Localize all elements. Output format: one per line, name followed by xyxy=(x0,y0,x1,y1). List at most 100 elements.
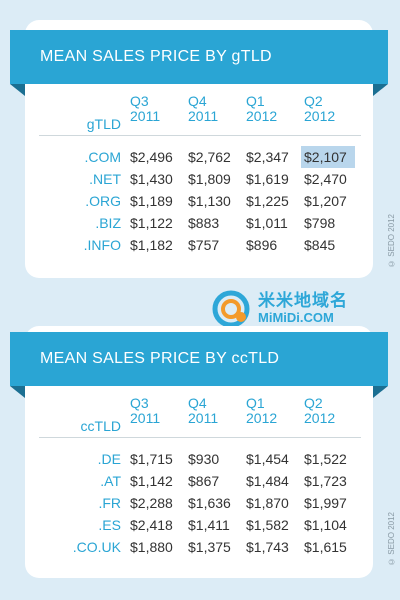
cctld-card-title: MEAN SALES PRICE BY ccTLD xyxy=(10,332,388,386)
price-cell: $1,522 xyxy=(304,451,347,467)
price-cell: $2,288 xyxy=(130,495,173,511)
price-cell: $1,122 xyxy=(130,215,173,231)
column-header-quarter: Q2 2012 xyxy=(301,396,359,437)
price-cell: $930 xyxy=(188,451,220,467)
tld-label: .ORG xyxy=(85,193,121,209)
price-cell: $757 xyxy=(188,237,220,253)
price-cell: $798 xyxy=(304,215,336,231)
quarter-year: 2011 xyxy=(188,410,219,426)
price-cell: $1,142 xyxy=(130,473,173,489)
gtld-card-title: MEAN SALES PRICE BY gTLD xyxy=(10,30,388,84)
table-row: .CO.UK $1,880 $1,375 $1,743 $1,615 xyxy=(39,536,361,558)
table-row: .ORG $1,189 $1,130 $1,225 $1,207 xyxy=(39,190,361,212)
table-row: .BIZ $1,122 $883 $1,011 $798 xyxy=(39,212,361,234)
price-cell: $1,809 xyxy=(188,171,231,187)
watermark-chinese-text: 米米地域名 xyxy=(258,291,348,310)
ribbon-fold-right xyxy=(373,386,388,398)
table-row: .INFO $1,182 $757 $896 $845 xyxy=(39,234,361,256)
quarter-year: 2012 xyxy=(304,108,336,124)
price-cell: $883 xyxy=(188,215,220,231)
price-cell: $2,347 xyxy=(246,149,289,165)
price-cell: $867 xyxy=(188,473,220,489)
quarter-year: 2011 xyxy=(130,108,161,124)
cctld-price-card: MEAN SALES PRICE BY ccTLD ccTLD Q3 2011 Q… xyxy=(10,326,388,578)
price-cell: $2,418 xyxy=(130,517,173,533)
price-cell: $2,470 xyxy=(304,171,347,187)
price-cell: $1,130 xyxy=(188,193,231,209)
column-header-quarter: Q1 2012 xyxy=(243,94,301,135)
gtld-price-card: MEAN SALES PRICE BY gTLD gTLD Q3 2011 Q4 2… xyxy=(10,20,388,278)
ribbon-fold-left xyxy=(10,84,25,96)
gtld-price-table: gTLD Q3 2011 Q4 2011 Q1 2012 Q2 2012 .COM $2… xyxy=(39,94,361,256)
site-watermark: 米米地域名 MiMiDi.COM xyxy=(212,290,348,328)
tld-label: .DE xyxy=(97,451,121,467)
price-cell: $1,880 xyxy=(130,539,173,555)
tld-label: .ES xyxy=(98,517,121,533)
price-cell-selected[interactable]: $2,107 xyxy=(301,146,355,168)
price-cell: $1,619 xyxy=(246,171,289,187)
column-header-quarter: Q1 2012 xyxy=(243,396,301,437)
price-cell: $1,430 xyxy=(130,171,173,187)
price-cell: $845 xyxy=(304,237,336,253)
price-cell: $1,715 xyxy=(130,451,173,467)
column-header-gtld: gTLD xyxy=(86,116,121,132)
column-header-quarter: Q3 2011 xyxy=(127,94,185,135)
price-cell: $1,225 xyxy=(246,193,289,209)
price-cell: $2,496 xyxy=(130,149,173,165)
price-cell: $1,997 xyxy=(304,495,347,511)
mimidi-logo-icon xyxy=(212,290,250,328)
price-cell: $1,615 xyxy=(304,539,347,555)
tld-label: .COM xyxy=(84,149,121,165)
cctld-price-table: ccTLD Q3 2011 Q4 2011 Q1 2012 Q2 2012 .DE $1… xyxy=(39,396,361,558)
quarter-label: Q4 xyxy=(188,395,207,411)
ribbon-fold-left xyxy=(10,386,25,398)
table-row: .FR $2,288 $1,636 $1,870 $1,997 xyxy=(39,492,361,514)
price-cell: $1,582 xyxy=(246,517,289,533)
price-cell: $1,723 xyxy=(304,473,347,489)
price-cell: $1,636 xyxy=(188,495,231,511)
tld-label: .BIZ xyxy=(95,215,121,231)
ribbon-fold-right xyxy=(373,84,388,96)
table-row: .COM $2,496 $2,762 $2,347 $2,107 xyxy=(39,146,361,168)
quarter-label: Q2 xyxy=(304,395,323,411)
tld-label: .FR xyxy=(98,495,121,511)
quarter-label: Q4 xyxy=(188,93,207,109)
watermark-domain-text: MiMiDi.COM xyxy=(258,310,334,325)
tld-label: .INFO xyxy=(83,237,121,253)
quarter-year: 2012 xyxy=(304,410,336,426)
price-cell: $1,182 xyxy=(130,237,173,253)
quarter-label: Q3 xyxy=(130,93,149,109)
quarter-label: Q1 xyxy=(246,395,265,411)
price-cell: $1,454 xyxy=(246,451,289,467)
column-header-quarter: Q3 2011 xyxy=(127,396,185,437)
quarter-year: 2012 xyxy=(246,410,278,426)
table-row: .ES $2,418 $1,411 $1,582 $1,104 xyxy=(39,514,361,536)
table-row: .DE $1,715 $930 $1,454 $1,522 xyxy=(39,448,361,470)
price-cell: $896 xyxy=(246,237,278,253)
quarter-label: Q2 xyxy=(304,93,323,109)
quarter-label: Q1 xyxy=(246,93,265,109)
table-header-row: ccTLD Q3 2011 Q4 2011 Q1 2012 Q2 2012 xyxy=(39,396,361,438)
quarter-label: Q3 xyxy=(130,395,149,411)
column-header-quarter: Q4 2011 xyxy=(185,94,243,135)
price-cell: $1,207 xyxy=(304,193,347,209)
price-cell: $1,375 xyxy=(188,539,231,555)
quarter-year: 2011 xyxy=(130,410,161,426)
price-cell: $1,743 xyxy=(246,539,289,555)
price-cell: $1,189 xyxy=(130,193,173,209)
table-header-row: gTLD Q3 2011 Q4 2011 Q1 2012 Q2 2012 xyxy=(39,94,361,136)
column-header-quarter: Q4 2011 xyxy=(185,396,243,437)
tld-label: .CO.UK xyxy=(72,539,121,555)
table-row: .NET $1,430 $1,809 $1,619 $2,470 xyxy=(39,168,361,190)
quarter-year: 2012 xyxy=(246,108,278,124)
copyright-notice: © SEDO 2012 xyxy=(387,512,396,566)
price-cell: $2,762 xyxy=(188,149,231,165)
price-cell: $1,011 xyxy=(246,215,288,231)
table-row: .AT $1,142 $867 $1,484 $1,723 xyxy=(39,470,361,492)
copyright-notice: © SEDO 2012 xyxy=(387,214,396,268)
price-cell: $1,104 xyxy=(304,517,347,533)
quarter-year: 2011 xyxy=(188,108,219,124)
tld-label: .NET xyxy=(89,171,121,187)
tld-label: .AT xyxy=(100,473,121,489)
price-cell: $1,484 xyxy=(246,473,289,489)
